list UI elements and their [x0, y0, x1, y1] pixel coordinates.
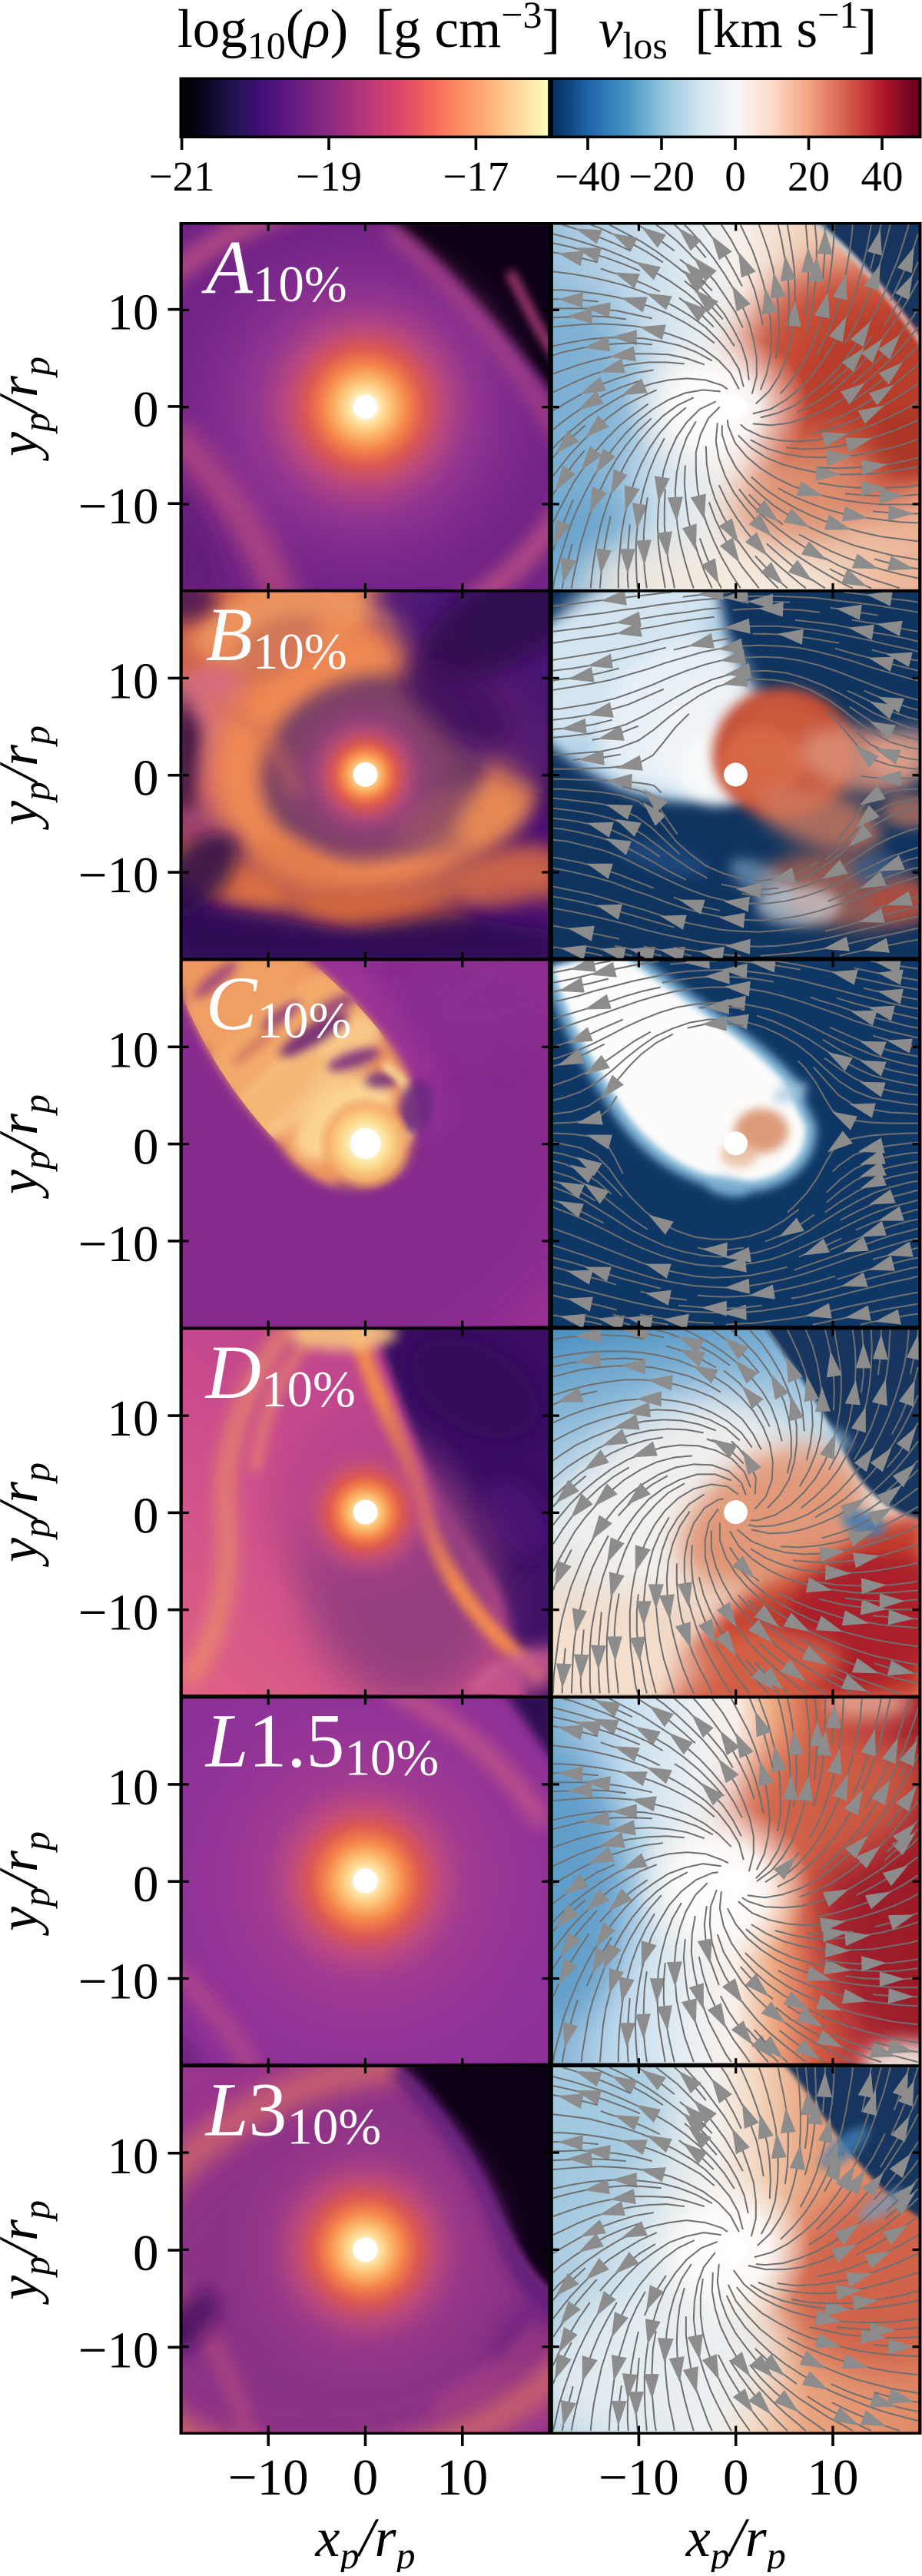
- svg-text:10: 10: [108, 652, 159, 709]
- svg-text:10: 10: [108, 2128, 159, 2185]
- svg-text:−10: −10: [78, 847, 159, 904]
- svg-text:vlos [km s−1]: vlos [km s−1]: [599, 0, 877, 67]
- svg-text:0: 0: [133, 750, 159, 807]
- svg-text:log10(ρ) [g cm−3]: log10(ρ) [g cm−3]: [177, 0, 560, 67]
- svg-text:−10: −10: [78, 1954, 159, 2010]
- svg-text:−10: −10: [78, 1585, 159, 1642]
- svg-text:10: 10: [108, 1021, 159, 1078]
- svg-text:yp/rp: yp/rp: [0, 357, 58, 462]
- svg-text:−17: −17: [443, 153, 509, 200]
- svg-text:−10: −10: [599, 2449, 679, 2506]
- svg-text:10: 10: [108, 1759, 159, 1816]
- svg-text:−10: −10: [78, 2322, 159, 2378]
- svg-text:−19: −19: [296, 153, 362, 200]
- svg-text:0: 0: [133, 1119, 159, 1176]
- svg-text:xp/rp: xp/rp: [315, 2507, 416, 2572]
- svg-text:−10: −10: [78, 478, 159, 535]
- svg-text:10: 10: [808, 2449, 859, 2506]
- svg-text:−10: −10: [78, 1216, 159, 1273]
- svg-text:0: 0: [133, 2225, 159, 2282]
- svg-text:−10: −10: [228, 2449, 309, 2506]
- svg-text:yp/rp: yp/rp: [0, 725, 58, 831]
- svg-text:−20: −20: [628, 153, 695, 200]
- svg-text:0: 0: [133, 1856, 159, 1913]
- svg-text:0: 0: [353, 2449, 379, 2506]
- svg-text:0: 0: [133, 381, 159, 438]
- svg-text:0: 0: [133, 1487, 159, 1544]
- svg-text:0: 0: [723, 2449, 749, 2506]
- svg-text:10: 10: [436, 2449, 488, 2506]
- svg-text:40: 40: [861, 153, 904, 200]
- svg-text:−40: −40: [555, 153, 621, 200]
- svg-text:10: 10: [108, 1390, 159, 1447]
- svg-text:20: 20: [788, 153, 830, 200]
- svg-text:−21: −21: [149, 153, 215, 200]
- svg-text:10: 10: [108, 284, 159, 341]
- svg-text:0: 0: [725, 153, 746, 200]
